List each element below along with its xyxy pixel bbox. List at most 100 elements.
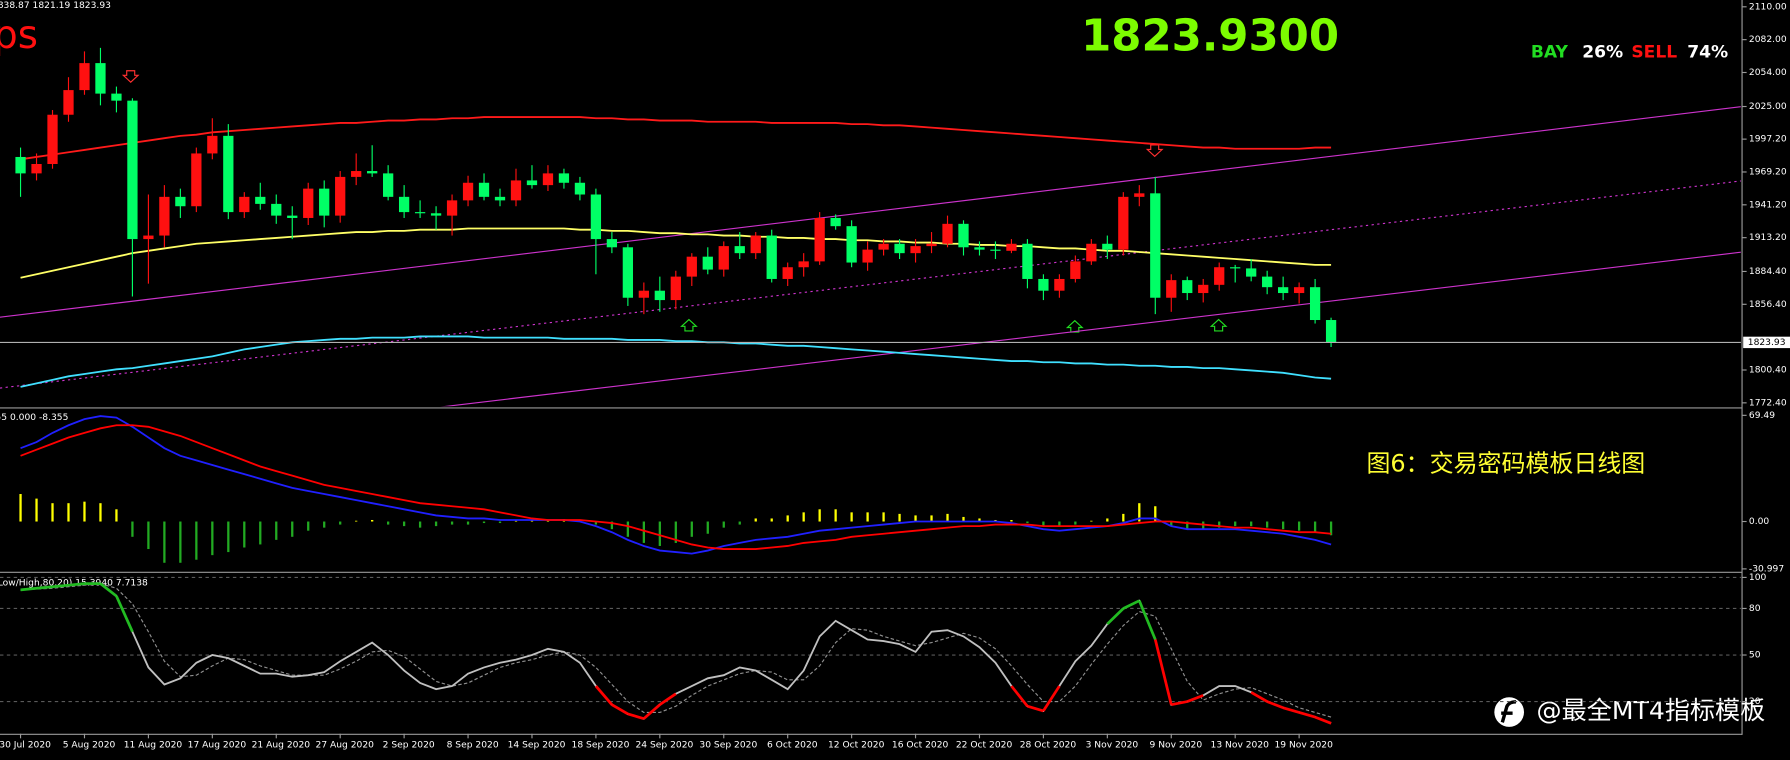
candle-body [446,200,458,216]
y-tick-label: 20 [1749,697,1761,707]
y-tick-label: 2082.00 [1749,35,1787,45]
annotation: 图6：交易密码模板日线图 [1366,449,1645,477]
y-tick-label: -30.997 [1749,564,1784,574]
candle-body [1134,193,1145,197]
candle-body [814,217,825,262]
stochastic-zone-segment [1138,600,1157,641]
y-tick-label: 2054.00 [1749,68,1787,78]
x-tick-label: 22 Oct 2020 [956,741,1013,751]
histogram-bar [35,498,38,522]
candle-body [335,176,346,216]
candle-body [910,246,921,254]
histogram-bar [706,521,709,534]
histogram-bar [1186,521,1189,530]
candle-body [1102,243,1113,250]
candle-body [143,235,154,240]
y-tick-label: 2025.00 [1749,102,1787,112]
last-price-label: 1823.93 [1748,338,1786,348]
x-tick-label: 27 Aug 2020 [316,741,375,751]
x-tick-label: 13 Nov 2020 [1211,741,1270,751]
histogram-bar [722,521,725,528]
histogram-bar [51,503,54,522]
moving-average [20,227,1332,279]
y-tick-label: 2110.00 [1749,2,1787,12]
candle-body [558,173,570,183]
candle-body [766,235,777,279]
y-tick-label: 1772.40 [1749,398,1787,408]
histogram-bar [323,521,326,528]
histogram-bar [898,513,901,522]
stochastic-zone-segment [1153,639,1173,706]
histogram-bar [1297,521,1301,531]
candle-body [926,243,937,247]
candle-body [894,243,905,254]
candle-body [638,290,649,298]
histogram-bar [402,521,406,527]
candle-body [478,182,490,197]
histogram-bar [882,512,885,522]
histogram-bar [482,521,486,524]
histogram-bar [1250,521,1253,527]
histogram-bar [834,509,837,522]
current-price: 1823.9300 [1081,11,1339,61]
stochastic-zone-segment [659,692,677,706]
histogram-bar [1218,521,1221,528]
candle-body [1070,261,1081,279]
histogram-bar [1058,521,1061,527]
candle-body [1198,284,1209,294]
moving-average [20,116,1332,161]
histogram-bar [962,516,965,522]
sell-percent: 74% [1687,42,1728,62]
stochastic-zone-segment [627,712,645,720]
histogram-bar [19,494,22,522]
histogram-bar [978,518,981,522]
histogram-bar [275,521,278,540]
x-tick-label: 2 Sep 2020 [383,741,435,751]
stochastic-zone-segment [52,583,69,589]
histogram-bar [770,518,773,522]
histogram-bar [1090,520,1093,522]
candle-body [734,246,745,254]
histogram-bar [946,513,949,522]
histogram-bar [1313,521,1317,533]
candle-body [1309,287,1321,321]
histogram-bar [498,521,502,524]
y-tick-label: 1969.20 [1749,167,1787,177]
candle-body [31,164,42,174]
x-tick-label: 14 Sep 2020 [508,741,566,751]
candle-body [47,114,58,165]
stochastic-zone-segment [1010,685,1029,708]
candle-body [383,173,394,197]
x-tick-label: 28 Oct 2020 [1020,741,1077,751]
candle-body [239,196,250,213]
y-tick-label: 69.49 [1749,411,1775,421]
candle-body [1086,243,1097,262]
histogram-bar [1074,521,1077,525]
histogram-bar [914,515,917,522]
candle-body [990,249,1001,251]
candle-body [1118,196,1129,250]
candle-body [942,223,953,244]
indicator-title: ps [0,13,38,58]
histogram-bar [115,509,118,522]
x-tick-label: 24 Sep 2020 [635,741,693,751]
candle-body [63,90,74,115]
candle-body [958,223,969,248]
histogram-bar [1329,521,1333,536]
candle-body [510,180,522,201]
histogram-bar [67,503,70,522]
moving-average [20,335,1332,388]
histogram-bar [1010,519,1013,522]
candle-body [1022,243,1033,279]
histogram-bar [866,512,869,522]
histogram-bar [674,521,677,543]
x-tick-label: 17 Aug 2020 [188,741,247,751]
stochastic-zone-segment [1042,685,1061,712]
candle-body [15,156,26,174]
histogram-bar [738,521,741,525]
histogram-bar [850,512,853,522]
stochastic-zone-segment [1122,599,1140,610]
trend-line [0,106,1741,318]
candle-body [79,63,90,91]
sell-arrow [121,70,140,83]
